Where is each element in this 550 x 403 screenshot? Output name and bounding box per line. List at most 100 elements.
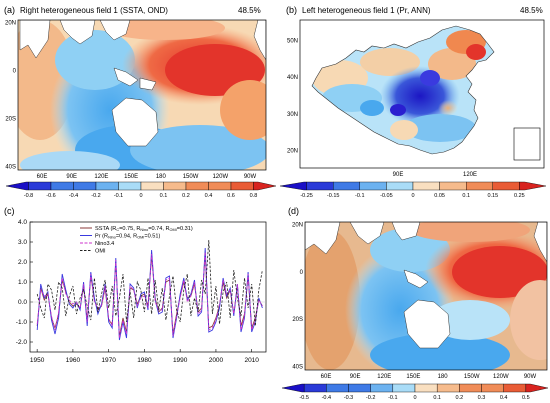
panel-b-cbar-cell [386,181,414,191]
legend-text-part: Nino [108,236,116,240]
legend-text-part: OMI [137,236,144,240]
panel-d-lon-label: 150W [464,374,480,380]
panel-a-cbar-cell [118,181,142,191]
panel-d-cbar-label: -0.4 [322,395,331,401]
panel-b-cbar-cell [492,181,520,191]
panel-d-cbar-label: -0.1 [388,395,397,401]
x-tick-label: 1990 [173,357,188,364]
legend-entry: SSTA (RC=0.75, RNino=0.74, ROMI=0.31) [95,226,193,232]
y-tick-label: 3.0 [18,239,27,246]
panel-a-lon-label: 180 [156,174,167,180]
panel-c-frame [29,221,267,353]
panel-d-lon-label: 120E [377,374,391,380]
legend-text-part: =0.51) [144,234,160,240]
panel-a-title: Right heterogeneous field 1 (SSTA, OND) [20,6,168,15]
china-outline [311,25,495,155]
panel-b-lat-label: 50N [287,39,298,45]
panel-b-cbar-cell [412,181,440,191]
panel-a-cbar-label: -0.4 [69,193,78,199]
panel-b-cbar-cell [306,181,334,191]
panel-a-lon-label: 150E [124,174,138,180]
panel-b-cbar-cell [519,181,547,191]
legend-text-part: Nino [140,228,148,232]
panel-a-lat-label: 20N [5,21,16,27]
panel-a-cbar-label: 0.6 [227,193,235,199]
panel-d-lat-label: 20S [292,317,303,323]
legend-text-part: =0.75, R [119,226,140,232]
legend-entry: Pr (RNino=0.94, ROMI=0.51) [95,234,161,240]
panel-d-cbar-label: 0.1 [433,395,441,401]
x-tick-label: 2000 [209,357,224,364]
panel-a-lat-label: 20S [5,117,16,123]
panel-b-cbar-label: 0.15 [487,193,498,199]
legend-text-part: OMI [170,228,177,232]
legend-entry: Nino3.4 [95,241,114,247]
panel-d-cbar-label: 0.3 [478,395,486,401]
panel-a-cbar-label: 0.2 [182,193,190,199]
panel-a-lon-label: 90W [244,174,257,180]
legend-text-part: C [116,228,119,232]
panel-a-cbar-cell [163,181,187,191]
panel-d-cbar-cell [481,383,504,393]
legend-text-part: =0.74, R [148,226,169,232]
panel-d-cbar-label: 0.5 [522,395,530,401]
panel-c-label: (c) [4,206,15,216]
panel-b-cbar-cell [279,181,307,191]
series-line-nino3-4 [36,251,263,339]
panel-d-cbar-cell [459,383,482,393]
panel-b-lat-label: 30N [287,112,298,118]
panel-a-cbar-label: -0.6 [46,193,55,199]
panel-a-cbar-label: 0.4 [205,193,213,199]
panel-b-lat-axis: 50N 40N 30N 20N [287,39,298,155]
panel-b-cbar-label: -0.25 [300,193,313,199]
panel-d-cbar-cell [303,383,327,393]
panel-d-cbar-cell [348,383,371,393]
panel-a: (a) Right heterogeneous field 1 (SSTA, O… [4,5,277,199]
panel-c-legend: SSTA (RC=0.75, RNino=0.74, ROMI=0.31) Pr … [80,226,193,255]
panel-a-colorbar: -0.8 -0.6 -0.4 -0.2 -0.1 0 0.1 0.2 0.4 0.6 0.8 [5,181,277,199]
south-sea-inset [513,127,541,161]
panel-d-lon-label: 120W [493,374,509,380]
panel-d-cbar-cell [326,383,349,393]
panel-b-cbar-label: -0.15 [327,193,340,199]
panel-d-cbar-cell [414,383,438,393]
panel-d-lat-axis: 20N 0 20S 40S [292,223,304,371]
x-tick-label: 1950 [30,357,45,364]
panel-d: (d) 20N 0 20S 40S 60E 90E 120E 150E 180 150W 120W… [281,206,549,401]
panel-b-title: Left heterogeneous field 1 (Pr, ANN) [302,6,431,15]
panel-a-lat-axis: 20N 0 20S 40S [5,21,17,171]
panel-b-label: (b) [286,5,297,15]
panel-d-cbar-cell [525,383,549,393]
panel-d-cbar-label: -0.3 [344,395,353,401]
panel-d-label: (d) [288,206,299,216]
panel-a-cbar-cell [73,181,97,191]
panel-a-cbar-cell [253,181,277,191]
panel-b-lon-label: 90E [393,172,404,178]
panel-d-lon-label: 180 [438,374,449,380]
x-tick-label: 1980 [137,357,152,364]
panel-b-lat-label: 20N [287,149,298,155]
panel-a-cbar-cell [50,181,74,191]
panel-b-cbar-label: 0.1 [462,193,470,199]
panel-a-cbar-label: -0.2 [91,193,100,199]
panel-b: (b) Left heterogeneous field 1 (Pr, ANN)… [279,5,547,199]
panel-b-cbar-cell [439,181,467,191]
panel-a-lat-label: 40S [5,165,16,171]
y-tick-label: 2.0 [18,259,27,266]
panel-a-percent: 48.5% [238,6,261,15]
panel-a-lon-label: 120E [94,174,108,180]
panel-d-cbar-label: -0.5 [299,395,308,401]
panel-a-lon-axis: 60E 90E 120E 150E 180 150W 120W 90W [37,174,257,180]
panel-a-cbar-cell [185,181,209,191]
y-tick-label: 4.0 [18,219,27,226]
panel-d-frame [304,221,548,371]
panel-a-cbar-label: -0.8 [24,193,33,199]
x-tick-label: 1960 [66,357,81,364]
panel-a-cbar-label: 0 [139,193,142,199]
panel-d-lat-label: 20N [292,223,303,229]
panel-d-cbar-cell [392,383,416,393]
panel-b-cbar-cell [359,181,387,191]
panel-a-lat-label: 0 [13,69,17,75]
panel-d-map [305,222,547,370]
